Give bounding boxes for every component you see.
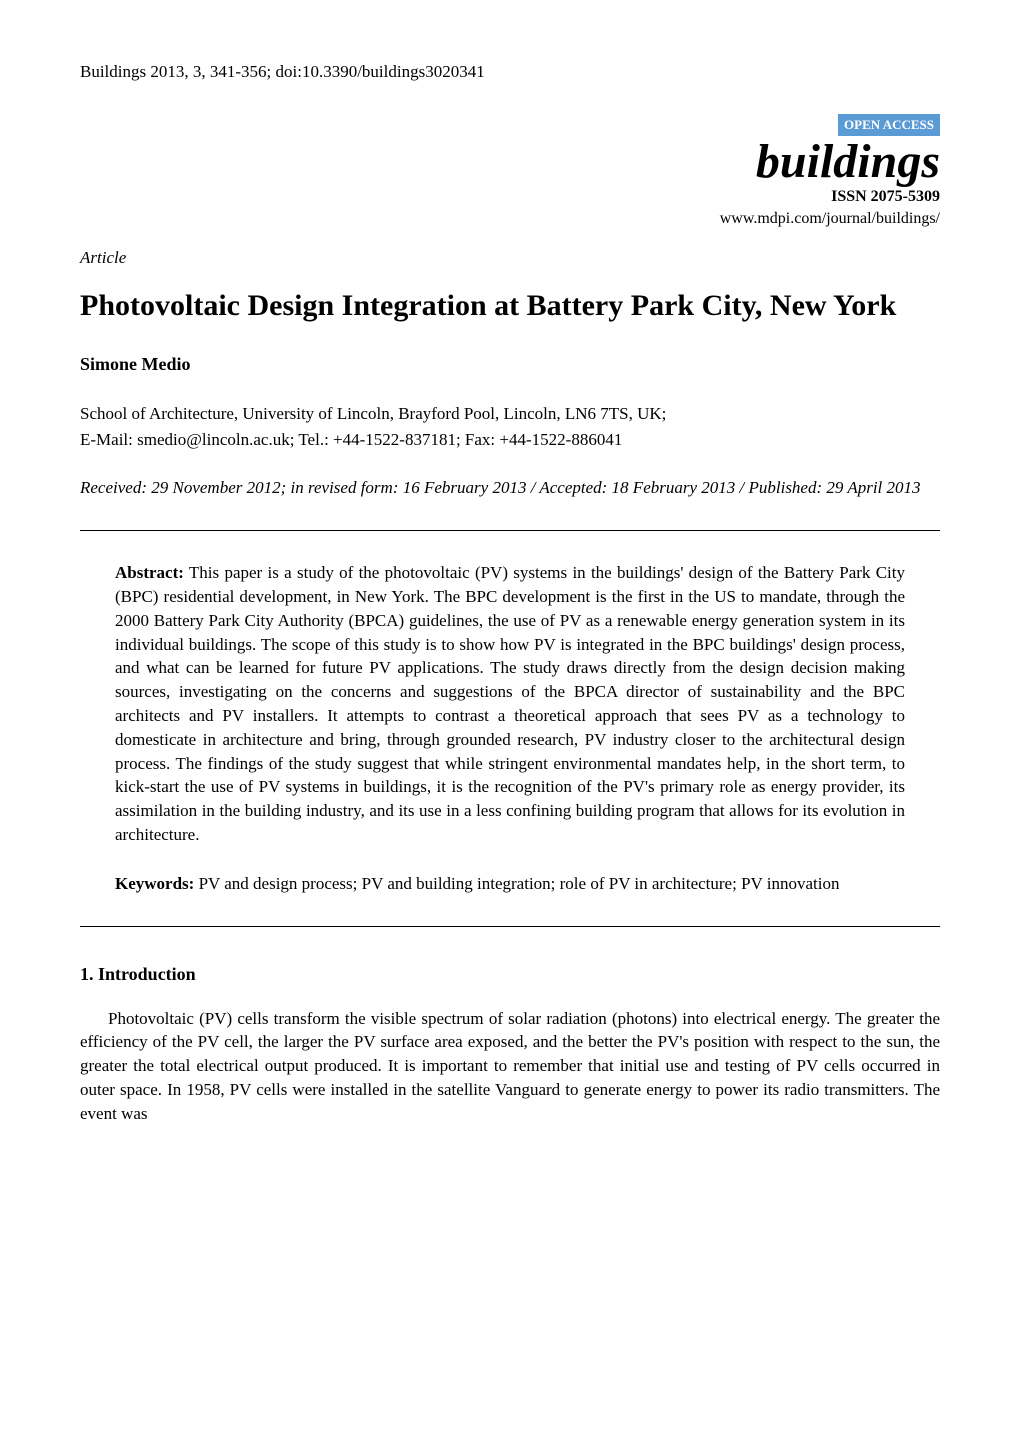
keywords-label: Keywords: (115, 874, 194, 893)
abstract-block: Abstract: This paper is a study of the p… (80, 541, 940, 915)
abstract-body: This paper is a study of the photovoltai… (115, 563, 905, 844)
divider-bottom (80, 926, 940, 927)
journal-name: buildings (80, 138, 940, 186)
section-1-heading: 1. Introduction (80, 962, 940, 987)
citation-text: Buildings 2013, 3, 341-356; doi:10.3390/… (80, 62, 485, 81)
author-affiliation: School of Architecture, University of Li… (80, 402, 940, 426)
keywords-body: PV and design process; PV and building i… (194, 874, 839, 893)
article-title: Photovoltaic Design Integration at Batte… (80, 285, 940, 327)
section-1-body: Photovoltaic (PV) cells transform the vi… (80, 1007, 940, 1126)
keywords-paragraph: Keywords: PV and design process; PV and … (115, 872, 905, 896)
author-contact: E-Mail: smedio@lincoln.ac.uk; Tel.: +44-… (80, 428, 940, 452)
open-access-label: OPEN ACCESS (838, 114, 940, 136)
article-type: Article (80, 246, 940, 270)
citation-header: Buildings 2013, 3, 341-356; doi:10.3390/… (80, 60, 940, 84)
abstract-label: Abstract: (115, 563, 184, 582)
abstract-paragraph: Abstract: This paper is a study of the p… (115, 561, 905, 847)
author-name: Simone Medio (80, 352, 940, 377)
issn: ISSN 2075-5309 (80, 186, 940, 208)
article-dates: Received: 29 November 2012; in revised f… (80, 476, 940, 500)
divider-top (80, 530, 940, 531)
journal-block: OPEN ACCESS buildings ISSN 2075-5309 www… (80, 114, 940, 231)
journal-url: www.mdpi.com/journal/buildings/ (80, 208, 940, 230)
